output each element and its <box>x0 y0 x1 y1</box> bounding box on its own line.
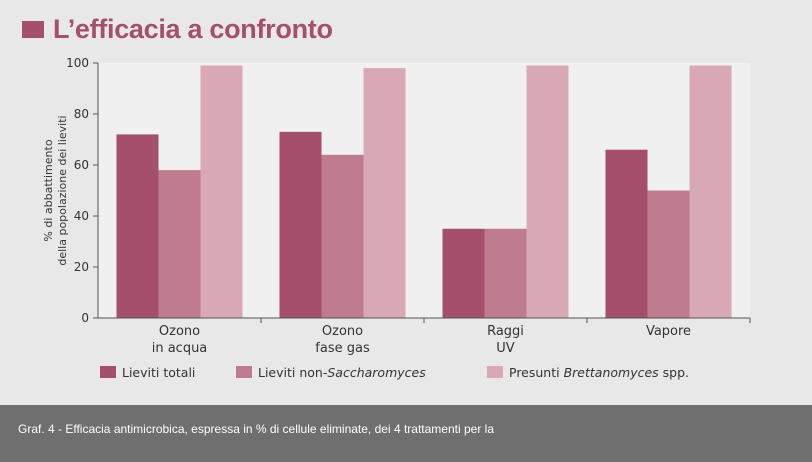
bar-1-1 <box>116 134 159 318</box>
bar-1-2 <box>279 131 322 318</box>
x-tick-label: Ozono <box>159 324 200 339</box>
legend-swatch-1 <box>100 366 116 378</box>
bar-2-1 <box>158 170 201 318</box>
x-tick-label: Vapore <box>646 324 691 339</box>
bar-3-1 <box>200 65 243 318</box>
bar-3-4 <box>689 65 732 318</box>
bar-chart: 0 20 40 60 80 100 % di abbattimento della popol… <box>42 56 751 380</box>
chart-title: L’efficacia a confronto <box>22 14 333 45</box>
figure-caption: Graf. 4 - Efficacia antimicrobica, espre… <box>18 422 494 436</box>
bar-2-3 <box>484 228 527 318</box>
x-tick-label: Ozono <box>322 324 363 339</box>
legend-label-1: Lieviti totali <box>122 365 195 380</box>
bar-1-4 <box>605 149 648 318</box>
chart-title-text: L’efficacia a confronto <box>53 14 333 44</box>
title-marker <box>22 21 44 38</box>
legend-swatch-2 <box>236 366 252 378</box>
x-tick-label: in acqua <box>152 341 208 356</box>
y-tick-label: 100 <box>66 56 89 70</box>
bar-2-4 <box>647 190 690 318</box>
bar-3-3 <box>526 65 569 318</box>
bar-2-2 <box>321 154 364 318</box>
y-tick-label: 20 <box>74 260 89 274</box>
legend-label-3: Presunti Brettanomyces spp. <box>509 365 689 380</box>
legend-label-2: Lieviti non-Saccharomyces <box>258 365 426 380</box>
y-tick-label: 40 <box>74 209 89 223</box>
x-tick-label: Raggi <box>487 324 524 339</box>
caption-bar: Graf. 4 - Efficacia antimicrobica, espre… <box>0 405 812 462</box>
y-axis-title: della popolazione dei lieviti <box>56 115 69 265</box>
x-tick-label: fase gas <box>315 341 370 356</box>
y-tick-label: 0 <box>81 311 89 325</box>
y-tick-label: 80 <box>74 107 89 121</box>
y-tick-label: 60 <box>74 158 89 172</box>
x-tick-label: UV <box>496 341 515 356</box>
bar-1-3 <box>442 228 485 318</box>
y-axis-title: % di abbattimento <box>42 139 55 241</box>
bar-3-2 <box>363 68 406 318</box>
legend-swatch-3 <box>487 366 503 378</box>
